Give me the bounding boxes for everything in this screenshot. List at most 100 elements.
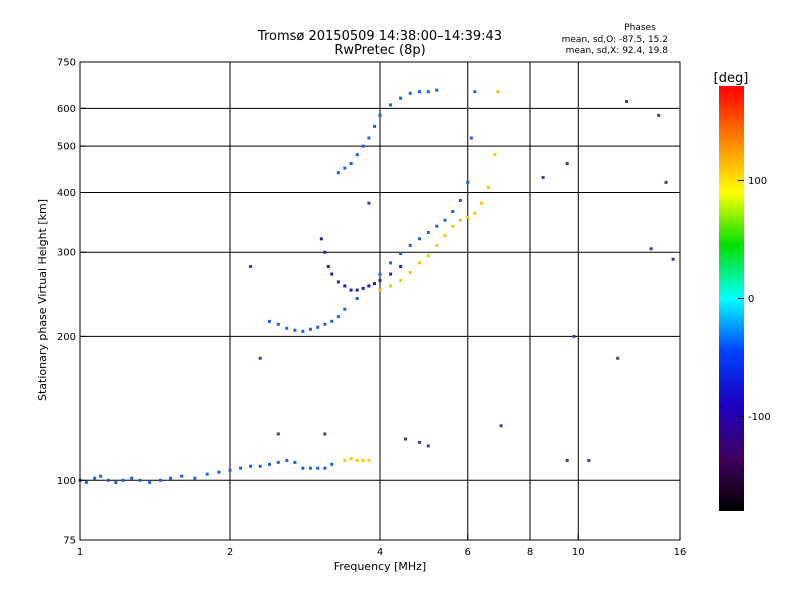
data-point — [625, 100, 629, 104]
data-point — [330, 272, 334, 276]
y-tick-label: 200 — [57, 332, 76, 343]
data-point — [343, 166, 347, 170]
data-point — [355, 297, 359, 301]
data-point — [458, 198, 462, 202]
data-point — [361, 286, 365, 290]
data-point — [367, 284, 371, 288]
data-point — [403, 437, 407, 441]
data-point — [323, 432, 327, 436]
data-point — [301, 329, 305, 333]
y-tick-label: 600 — [57, 104, 76, 115]
data-point — [443, 234, 447, 238]
data-point — [671, 257, 675, 261]
data-point — [373, 282, 377, 286]
data-point — [389, 261, 393, 265]
data-point — [276, 322, 280, 326]
data-point — [367, 136, 371, 140]
data-point — [389, 272, 393, 276]
y-tick-label: 750 — [57, 58, 76, 69]
x-tick-label: 16 — [674, 547, 687, 558]
data-point — [285, 458, 289, 462]
data-point — [336, 315, 340, 319]
colorbar-label: [deg] — [714, 71, 749, 86]
grid — [80, 62, 680, 540]
data-point — [399, 252, 403, 256]
x-tick-label: 10 — [572, 547, 585, 558]
data-point — [426, 230, 430, 234]
y-tick-label: 300 — [57, 248, 76, 259]
data-point — [249, 265, 253, 269]
data-point — [417, 261, 421, 265]
data-point — [426, 254, 430, 258]
data-point — [99, 474, 103, 478]
data-point — [323, 250, 327, 254]
data-point — [378, 278, 382, 282]
data-point — [417, 440, 421, 444]
data-point — [316, 325, 320, 329]
data-point — [367, 201, 371, 205]
data-point — [565, 161, 569, 165]
data-point — [323, 322, 327, 326]
data-point — [276, 460, 280, 464]
data-point — [138, 478, 142, 482]
data-point — [399, 265, 403, 269]
data-point — [355, 288, 359, 292]
y-tick-label: 75 — [63, 536, 76, 547]
data-point — [130, 476, 134, 480]
data-point — [373, 124, 377, 128]
data-point — [499, 424, 503, 428]
data-point — [378, 113, 382, 117]
legend-title: Phases — [624, 23, 656, 33]
data-point — [361, 458, 365, 462]
data-point — [466, 215, 470, 219]
data-point — [343, 307, 347, 311]
plot-area: 1 2 4 6 8 10 16 75 100 200 300 400 500 600 750 — [57, 58, 686, 559]
data-point — [399, 278, 403, 282]
data-point — [330, 462, 334, 466]
data-point — [349, 161, 353, 165]
data-point — [239, 466, 243, 470]
data-point — [336, 171, 340, 175]
data-point — [319, 237, 323, 241]
data-point — [541, 175, 545, 179]
data-point — [473, 211, 477, 215]
data-point — [389, 284, 393, 288]
data-point — [486, 185, 490, 189]
x-axis-ticks: 1 2 4 6 8 10 16 — [77, 534, 687, 558]
data-point — [205, 472, 209, 476]
data-point — [469, 136, 473, 140]
data-point — [451, 224, 455, 228]
data-point — [93, 476, 97, 480]
data-point — [399, 96, 403, 100]
data-point — [336, 280, 340, 284]
x-tick-label: 1 — [77, 547, 83, 558]
data-point — [458, 218, 462, 222]
data-point — [657, 113, 661, 117]
legend-line-x: mean, sd,X: 92.4, 19.8 — [566, 46, 669, 56]
data-point — [473, 90, 477, 94]
data-point — [84, 480, 88, 484]
data-point — [367, 458, 371, 462]
data-point — [180, 474, 184, 478]
data-point — [301, 466, 305, 470]
data-point — [378, 272, 382, 276]
data-point — [587, 458, 591, 462]
data-point — [249, 464, 253, 468]
data-point — [267, 462, 271, 466]
data-point — [355, 153, 359, 157]
data-point — [426, 444, 430, 448]
data-point — [378, 288, 382, 292]
data-point — [616, 356, 620, 360]
data-point — [308, 466, 312, 470]
data-point — [323, 466, 327, 470]
chart-title: Tromsø 20150509 14:38:00–14:39:43 — [257, 29, 502, 44]
data-points — [78, 88, 675, 484]
x-tick-label: 8 — [527, 547, 533, 558]
data-point — [361, 144, 365, 148]
data-point — [426, 90, 430, 94]
data-point — [435, 88, 439, 92]
data-point — [330, 319, 334, 323]
data-point — [258, 464, 262, 468]
y-tick-label: 400 — [57, 188, 76, 199]
